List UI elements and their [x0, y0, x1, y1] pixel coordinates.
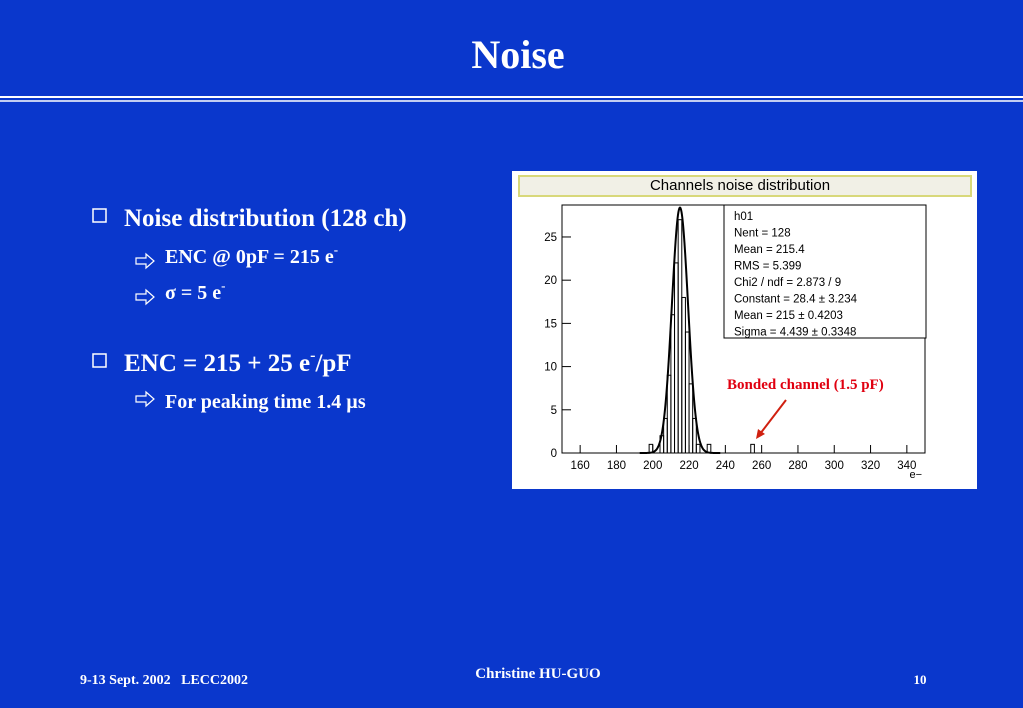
text: σ = 5 e [165, 282, 221, 304]
sub-bullet-arrow [135, 252, 155, 270]
stats-line: Constant = 28.4 ± 3.234 [734, 294, 858, 306]
fit-curve [639, 206, 721, 454]
sub-bullet-arrow [135, 288, 155, 306]
x-tick-label: 200 [643, 460, 662, 472]
bullet: ENC = 215 + 25 e-/pF [124, 347, 352, 377]
annotation-arrowhead [756, 429, 765, 439]
x-tick-label: 220 [679, 460, 698, 472]
bullet-box [92, 208, 107, 223]
stats-line: Mean = 215.4 [734, 244, 805, 256]
stats-line: Nent = 128 [734, 228, 791, 240]
plot: 0 5 10 15 20 25 160 180 200 220 240 260 280 300 320 340 [544, 206, 916, 472]
x-tick-label: 160 [571, 460, 590, 472]
page-number: 10 [914, 672, 927, 687]
stats: h01 Nent = 128 Mean = 215.4 RMS = 5.399 Chi2… [734, 211, 858, 339]
sub-bullet-arrow [135, 390, 155, 408]
chart-title: Channels noise distribution [650, 177, 830, 194]
stats-box [723, 204, 927, 339]
y-tick-label: 20 [544, 275, 557, 287]
text: /pF [314, 350, 351, 377]
y-tick-label: 0 [551, 448, 557, 460]
bar [695, 443, 701, 454]
stats-line: h01 [734, 211, 753, 223]
y-tick-label: 10 [544, 362, 557, 374]
stats-line: Sigma = 4.439 ± 0.3348 [734, 327, 856, 339]
annotation-arrow [759, 399, 787, 435]
x-tick-label: 340 [897, 460, 916, 472]
superscript: - [221, 278, 225, 293]
y-tick-label: 15 [544, 318, 557, 330]
text: ENC = 215 + 25 e [124, 350, 310, 377]
x-tick-label: 280 [788, 460, 807, 472]
annotation: Bonded channel (1.5 pF) [727, 377, 884, 393]
sub-bullet: For peaking time 1.4 µs [165, 391, 366, 413]
bar [692, 417, 697, 454]
bullet: Noise distribution (128 ch) [124, 205, 407, 232]
bullet-box [92, 353, 107, 368]
x-axis-label: e− [909, 469, 922, 481]
sub-bullet: σ = 5 e- [165, 278, 226, 304]
bar [750, 443, 755, 454]
x-tick-label: 180 [607, 460, 626, 472]
x-tick-label: 240 [716, 460, 735, 472]
y-tick-label: 25 [544, 232, 557, 244]
stats-line: RMS = 5.399 [734, 261, 801, 273]
stats-line: Chi2 / ndf = 2.873 / 9 [734, 277, 841, 289]
superscript: - [310, 347, 315, 364]
sub-bullet: ENC @ 0pF = 215 e- [165, 242, 338, 268]
footer-center: Christine HU-GUO [475, 666, 600, 682]
text: ENC @ 0pF = 215 e [165, 246, 334, 268]
footer-left: 9-13 Sept. 2002 LECC2002 [80, 673, 248, 688]
chart-title-box [518, 175, 972, 197]
superscript: - [334, 242, 338, 257]
x-tick-label: 260 [752, 460, 771, 472]
slide-title: Noise [471, 32, 564, 77]
stats-line: Mean = 215 ± 0.4203 [734, 310, 843, 322]
y-tick-label: 5 [551, 405, 557, 417]
x-tick-label: 320 [861, 460, 880, 472]
x-tick-label: 300 [825, 460, 844, 472]
